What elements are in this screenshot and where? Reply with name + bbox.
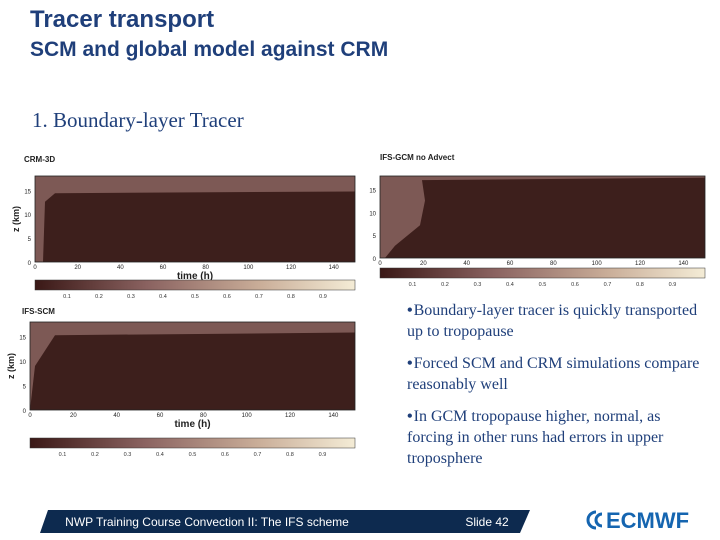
- y-tick-label: 5: [373, 234, 377, 240]
- colorbar-tick-label: 0.6: [221, 452, 229, 458]
- x-tick-label: 120: [285, 413, 296, 419]
- x-tick-label: 40: [463, 261, 470, 267]
- logo-mark: [586, 510, 603, 530]
- colorbar-tick-label: 0.7: [255, 294, 263, 300]
- colorbar-tick-label: 0.6: [571, 282, 579, 288]
- colorbar-tick-label: 0.2: [441, 282, 449, 288]
- y-axis-label: z (km): [11, 206, 21, 232]
- y-tick-label: 15: [19, 336, 26, 342]
- colorbar-tick-label: 0.9: [669, 282, 677, 288]
- colorbar: [29, 437, 356, 449]
- colorbar-tick-label: 0.5: [189, 452, 197, 458]
- y-tick-label: 5: [23, 385, 27, 391]
- x-tick-label: 20: [74, 265, 81, 271]
- colorbar-tick-label: 0.5: [539, 282, 547, 288]
- colorbar-tick-label: 0.8: [286, 452, 294, 458]
- x-tick-label: 100: [242, 413, 253, 419]
- colorbar-tick-label: 0.8: [287, 294, 295, 300]
- x-tick-label: 60: [160, 265, 167, 271]
- bullet: In GCM tropopause higher, normal, as for…: [407, 406, 707, 469]
- x-tick-label: 60: [157, 413, 164, 419]
- colorbar-tick-label: 0.9: [319, 452, 327, 458]
- subtitle: SCM and global model against CRM: [30, 38, 389, 61]
- x-tick-label: 40: [113, 413, 120, 419]
- colorbar: [34, 279, 356, 291]
- colorbar-tick-label: 0.6: [223, 294, 231, 300]
- tracer-field: [385, 177, 705, 258]
- bullet: Forced SCM and CRM simulations compare r…: [407, 353, 707, 395]
- footer-course: NWP Training Course Convection II: The I…: [65, 515, 349, 529]
- colorbar-tick-label: 0.3: [124, 452, 132, 458]
- panel-label: IFS-SCM: [22, 307, 55, 316]
- x-tick-label: 60: [507, 261, 514, 267]
- x-tick-label: 40: [117, 265, 124, 271]
- x-axis-label: time (h): [174, 419, 210, 430]
- x-tick-label: 0: [378, 261, 382, 267]
- y-tick-label: 5: [28, 237, 32, 243]
- x-tick-label: 140: [328, 413, 339, 419]
- colorbar-tick-label: 0.3: [127, 294, 135, 300]
- y-tick-label: 15: [24, 189, 31, 195]
- x-tick-label: 100: [243, 265, 254, 271]
- colorbar-tick-label: 0.3: [474, 282, 482, 288]
- y-tick-label: 0: [23, 409, 27, 415]
- colorbar-tick-label: 0.2: [91, 452, 99, 458]
- x-tick-label: 20: [70, 413, 77, 419]
- x-tick-label: 80: [550, 261, 557, 267]
- x-tick-label: 100: [592, 261, 603, 267]
- colorbar-tick-label: 0.1: [59, 452, 67, 458]
- x-tick-label: 80: [200, 413, 207, 419]
- tracer-field: [43, 191, 355, 262]
- x-axis-label: time (h): [177, 271, 213, 282]
- y-tick-label: 10: [24, 213, 31, 219]
- panel-label: IFS-GCM no Advect: [380, 153, 455, 162]
- y-tick-label: 15: [369, 189, 376, 195]
- x-tick-label: 140: [678, 261, 689, 267]
- colorbar-tick-label: 0.4: [156, 452, 164, 458]
- colorbar-tick-label: 0.4: [506, 282, 514, 288]
- colorbar-tick-label: 0.9: [319, 294, 327, 300]
- colorbar-tick-label: 0.5: [191, 294, 199, 300]
- colorbar-tick-label: 0.8: [636, 282, 644, 288]
- panel-label: CRM-3D: [24, 155, 55, 164]
- y-tick-label: 10: [19, 360, 26, 366]
- plot-frame: [379, 175, 706, 259]
- x-tick-label: 0: [28, 413, 32, 419]
- footer-bar: [40, 510, 530, 533]
- bullet-list: Boundary-layer tracer is quickly transpo…: [407, 300, 707, 480]
- y-tick-label: 0: [28, 261, 32, 267]
- x-tick-label: 20: [420, 261, 427, 267]
- slide-number: Slide 42: [465, 515, 509, 529]
- plot-frame: [29, 321, 356, 411]
- colorbar-tick-label: 0.2: [95, 294, 103, 300]
- y-tick-label: 10: [369, 211, 376, 217]
- x-tick-label: 0: [33, 265, 37, 271]
- x-tick-label: 80: [202, 265, 209, 271]
- y-axis-label: z (km): [6, 353, 16, 379]
- colorbar-tick-label: 0.7: [254, 452, 262, 458]
- colorbar-tick-label: 0.1: [63, 294, 71, 300]
- colorbar: [379, 267, 706, 279]
- bullet: Boundary-layer tracer is quickly transpo…: [407, 300, 707, 342]
- logo: ECMWF: [606, 508, 689, 533]
- x-tick-label: 120: [286, 265, 297, 271]
- x-tick-label: 120: [635, 261, 646, 267]
- section-heading: 1. Boundary-layer Tracer: [32, 108, 244, 132]
- x-tick-label: 140: [329, 265, 340, 271]
- colorbar-tick-label: 0.4: [159, 294, 167, 300]
- colorbar-tick-label: 0.7: [604, 282, 612, 288]
- y-tick-label: 0: [373, 257, 377, 263]
- plot-frame: [34, 175, 356, 263]
- colorbar-tick-label: 0.1: [409, 282, 417, 288]
- title: Tracer transport: [30, 6, 215, 33]
- tracer-field: [30, 332, 355, 410]
